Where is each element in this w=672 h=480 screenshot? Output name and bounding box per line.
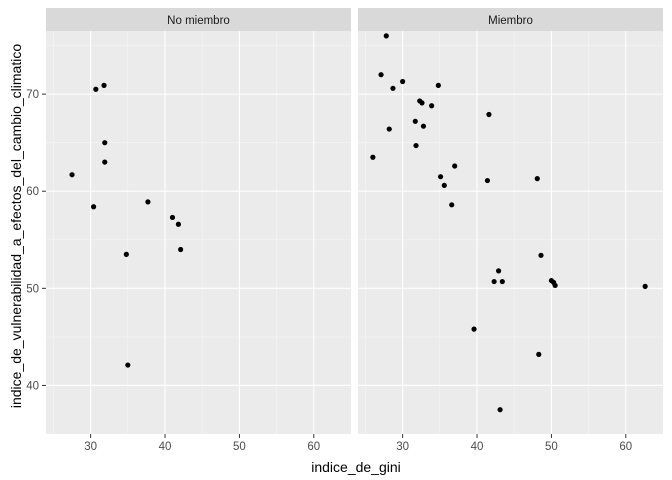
- x-tick-label: 40: [471, 441, 484, 453]
- x-tick-label: 30: [396, 441, 409, 453]
- data-point: [452, 163, 458, 169]
- x-tick-label: 30: [84, 441, 97, 453]
- facet-strip-label: No miembro: [167, 15, 230, 27]
- y-axis: 40 50 60 70: [26, 89, 46, 392]
- data-point: [102, 159, 108, 165]
- data-point: [69, 172, 75, 178]
- data-point: [413, 142, 419, 149]
- data-point: [471, 326, 477, 332]
- data-point: [383, 33, 389, 39]
- panel-background: [358, 31, 663, 434]
- data-point: [390, 85, 396, 91]
- data-point: [497, 407, 503, 413]
- data-point: [102, 140, 108, 146]
- data-point: [534, 176, 540, 182]
- data-point: [486, 111, 492, 118]
- y-tick-label: 40: [26, 380, 39, 392]
- x-tick-label: 40: [159, 441, 172, 453]
- facet-strip: [358, 8, 663, 31]
- data-point: [538, 252, 544, 258]
- x-tick-label: 50: [545, 441, 558, 453]
- x-tick-label: 60: [307, 441, 320, 453]
- facet-panel: No miembro: [46, 8, 351, 434]
- data-point: [378, 72, 384, 78]
- data-point: [499, 278, 505, 285]
- data-point: [145, 199, 151, 205]
- data-point: [491, 278, 497, 285]
- data-point: [449, 202, 455, 208]
- data-point: [437, 174, 444, 180]
- data-point: [435, 82, 441, 88]
- panel-background: [46, 31, 351, 434]
- data-point: [93, 86, 99, 92]
- data-point: [175, 221, 182, 227]
- data-point: [420, 123, 427, 129]
- data-point: [101, 82, 107, 88]
- data-point: [386, 126, 392, 132]
- y-axis-title: indice_de_vulnerabilidad_a_efectos_del_c…: [8, 44, 24, 408]
- data-point: [370, 154, 376, 160]
- data-point: [419, 100, 425, 106]
- data-point: [484, 177, 491, 184]
- data-point: [412, 118, 418, 124]
- data-point: [178, 246, 184, 253]
- data-point: [429, 103, 435, 109]
- data-point: [495, 268, 502, 274]
- facet-strip-label: Miembro: [488, 15, 533, 27]
- facet-panel: Miembro: [358, 8, 663, 434]
- x-axis: 30 40 50 60 30 40 50 60: [84, 434, 632, 453]
- data-point: [441, 182, 447, 189]
- x-tick-label: 50: [233, 441, 246, 453]
- data-point: [552, 282, 558, 289]
- x-tick-label: 60: [619, 441, 632, 453]
- y-tick-label: 50: [26, 283, 39, 295]
- y-tick-label: 70: [26, 89, 39, 101]
- data-point: [125, 362, 131, 368]
- y-tick-label: 60: [26, 186, 39, 198]
- data-point: [642, 283, 648, 289]
- data-point: [123, 251, 129, 257]
- x-axis-title: indice_de_gini: [311, 459, 401, 475]
- facet-strip: [46, 8, 351, 31]
- data-point: [169, 214, 176, 221]
- data-point: [91, 204, 97, 210]
- data-point: [400, 78, 406, 85]
- panels: No miembro Miembro: [46, 8, 663, 434]
- data-point: [536, 351, 542, 357]
